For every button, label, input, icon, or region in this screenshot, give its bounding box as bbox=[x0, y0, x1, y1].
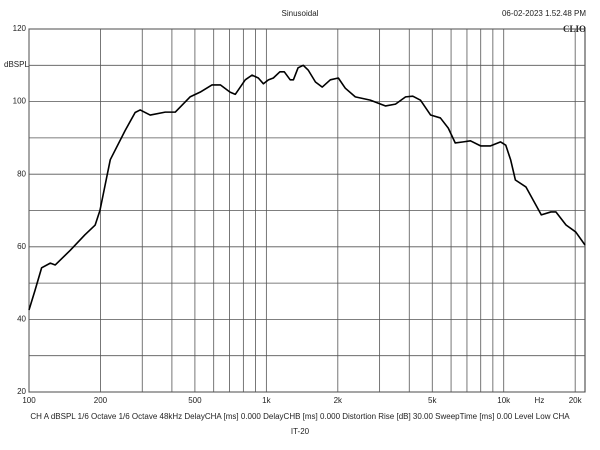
response-curve bbox=[28, 64, 586, 311]
x-tick-label: 2k bbox=[334, 396, 343, 405]
footer: CH A dBSPL 1/6 Octave 1/6 Octave 48kHz D… bbox=[30, 412, 570, 421]
y-tick-label: 80 bbox=[17, 169, 26, 178]
y-tick-label: 60 bbox=[17, 242, 26, 251]
x-tick-label: 1k bbox=[262, 396, 271, 405]
chart-title: Sinusoidal bbox=[282, 9, 319, 18]
x-tick-label: 20k bbox=[569, 396, 583, 405]
x-tick-label: 200 bbox=[94, 396, 108, 405]
x-tick-label: 100 bbox=[22, 396, 36, 405]
device: IT-20 bbox=[291, 427, 310, 436]
y-tick-label: 40 bbox=[17, 315, 26, 324]
y-axis-label: dBSPL bbox=[4, 60, 29, 69]
timestamp: 06-02-2023 1.52.48 PM bbox=[502, 9, 586, 18]
y-tick-label: 100 bbox=[13, 97, 27, 106]
x-tick-label: 5k bbox=[428, 396, 437, 405]
x-unit-label: Hz bbox=[535, 396, 545, 405]
x-tick-label: 500 bbox=[188, 396, 202, 405]
x-tick-label: 10k bbox=[497, 396, 511, 405]
y-tick-label: 20 bbox=[17, 387, 26, 396]
y-tick-label: 120 bbox=[13, 24, 27, 33]
